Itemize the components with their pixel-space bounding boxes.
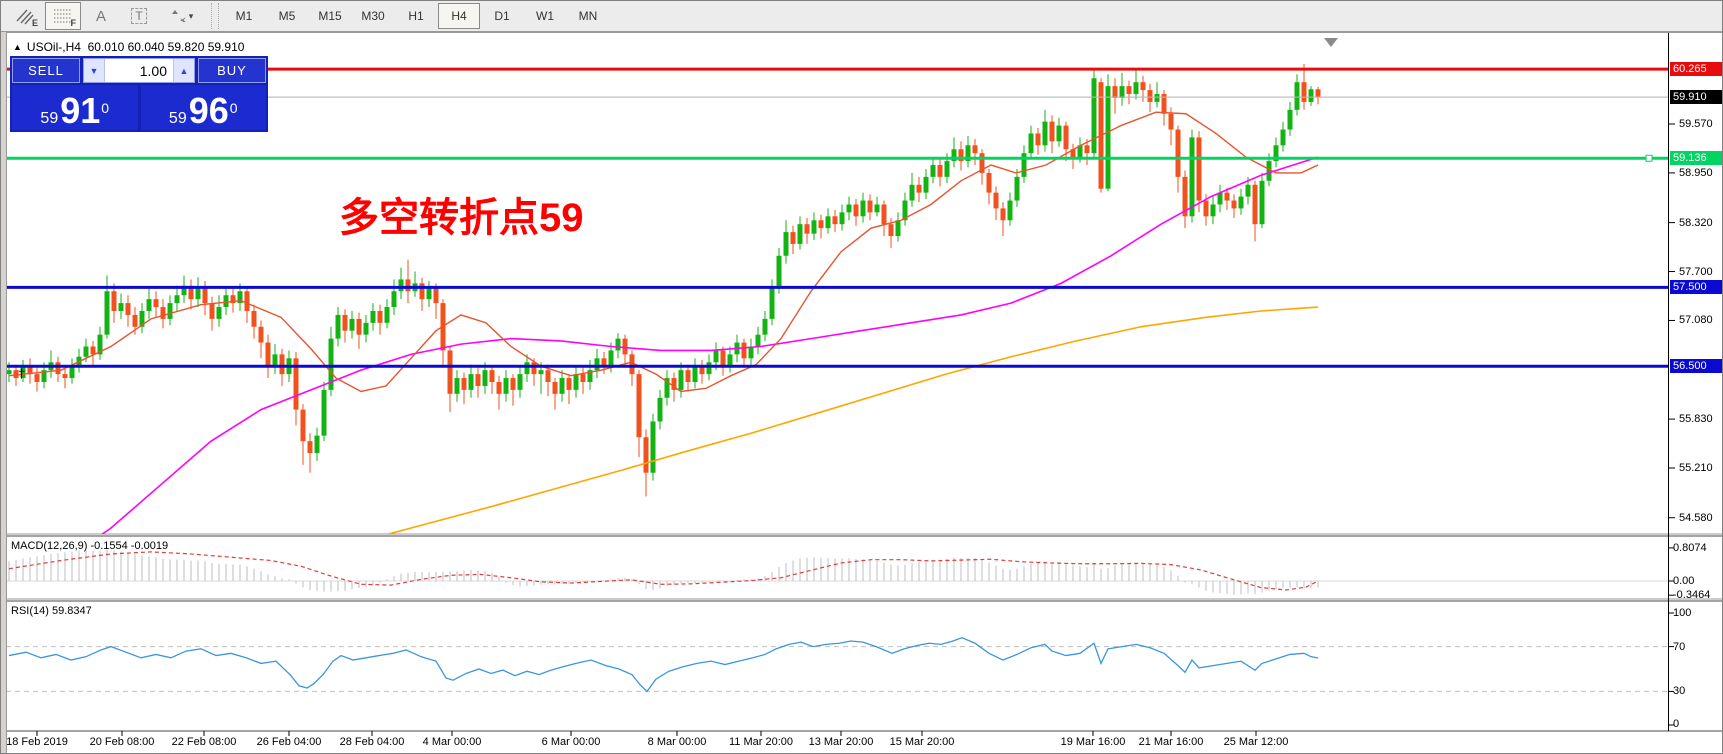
date-tick-label: 21 Mar 16:00 [1138,736,1204,748]
rsi-layer [6,636,1668,693]
text-label-icon: T [131,8,147,24]
macd-scale-label: -0.3464 [1673,589,1711,602]
sell-button[interactable]: SELL [12,58,80,83]
equidistant-channel-button[interactable]: E [7,2,43,30]
arrows-icon [171,10,186,22]
date-tick-label: 18 Feb 2019 [6,736,68,748]
timeframe-w1[interactable]: W1 [536,9,554,23]
fibonacci-icon [54,9,72,23]
price-tick-label: 57.700 [1679,265,1713,278]
bid-small-digits: 59 [40,110,59,127]
collapse-triangle-icon: ▲ [13,42,22,52]
text-button[interactable]: A [83,2,119,30]
ohlc-text: USOil-,H4 60.010 60.040 59.820 59.910 [26,40,245,54]
bid-pip-digit: 0 [101,100,110,116]
ask-big-digits: 96 [188,90,229,132]
date-tick-label: 6 Mar 00:00 [541,736,601,748]
toolbar: E F A T ▾ M1 M5 M15 M30 H1 H4 D1 W1 MN [1,1,1722,32]
rsi-scale-label: 70 [1673,640,1686,653]
price-level-box: 57.500 [1670,280,1722,295]
date-tick-label: 26 Feb 04:00 [256,736,322,748]
price-level-box: 59.136 [1670,151,1722,166]
date-tick-label: 22 Feb 08:00 [171,736,237,748]
date-tick-label: 25 Mar 12:00 [1223,736,1289,748]
hline-handle[interactable] [1645,154,1653,162]
icon-sub-f: F [70,18,77,28]
price-level-box: 59.910 [1670,90,1722,105]
timeframe-m30[interactable]: M30 [361,9,385,23]
one-click-trade-panel: SELL ▼ 1.00 ▲ BUY 59 91 0 59 96 0 [10,56,268,132]
ohlc-info-line: ▲ USOil-,H4 60.010 60.040 59.820 59.910 [13,40,244,54]
volume-down-button[interactable]: ▼ [84,59,105,82]
text-label-button[interactable]: T [121,2,157,30]
ask-pip-digit: 0 [229,100,238,116]
price-tick-label: 55.830 [1679,413,1713,426]
fibonacci-button[interactable]: F [45,2,81,30]
price-level-box: 56.500 [1670,359,1722,374]
macd-label: MACD(12,26,9) -0.1554 -0.0019 [11,540,169,552]
price-tick-label: 58.950 [1679,166,1713,179]
date-tick-label: 4 Mar 00:00 [422,736,482,748]
rsi-label: RSI(14) 59.8347 [11,605,92,617]
toolbar-separator [211,3,219,29]
arrows-button[interactable]: ▾ [159,2,205,30]
chart-text-annotation: 多空转折点59 [339,196,584,240]
cross-marker: † [18,366,26,381]
main-panel-bg [6,32,1668,534]
icon-sub-e: E [31,18,38,28]
bid-quote[interactable]: 59 91 0 [12,85,138,130]
timeframe-m5[interactable]: M5 [278,9,296,23]
timeframe-h4[interactable]: H4 [438,3,480,29]
arrows-caret-icon: ▾ [188,10,194,21]
volume-stepper: ▼ 1.00 ▲ [83,58,195,83]
price-level-box: 60.265 [1670,62,1722,77]
macd-scale-label: 0.00 [1673,575,1695,587]
buy-button[interactable]: BUY [198,58,266,83]
price-tick-label: 58.320 [1679,216,1713,229]
volume-up-button[interactable]: ▲ [173,59,194,82]
price-tick-label: 59.570 [1679,118,1713,130]
text-icon: A [95,7,106,25]
date-tick-label: 15 Mar 20:00 [889,736,955,748]
window-left-frame [1,32,7,753]
rsi-scale-label: 30 [1673,685,1686,698]
price-tick-label: 57.080 [1679,314,1713,327]
date-tick-label: 11 Mar 20:00 [728,736,794,748]
timeframe-mn[interactable]: MN [578,9,598,23]
equidistant-channel-icon [16,9,34,25]
date-tick-label: 20 Feb 08:00 [89,736,155,748]
chart-shift-marker-icon [1324,38,1338,47]
ask-small-digits: 59 [168,110,187,127]
date-tick-label: 28 Feb 04:00 [339,736,405,748]
macd-scale-label: 0.8074 [1673,541,1707,554]
timeframe-d1[interactable]: D1 [494,9,510,23]
timeframe-m15[interactable]: M15 [318,9,342,23]
date-tick-label: 8 Mar 00:00 [647,736,707,748]
price-tick-label: 55.210 [1679,462,1713,474]
timeframe-h1[interactable]: H1 [408,9,424,23]
rsi-scale-label: 100 [1673,607,1692,619]
rsi-scale-label: 0 [1673,718,1680,730]
macd-layer [6,549,1668,595]
ask-quote[interactable]: 59 96 0 [140,85,266,132]
main-chart-layer [7,64,1668,534]
volume-input[interactable]: 1.00 [139,62,167,79]
timeframe-m1[interactable]: M1 [235,9,253,23]
date-tick-label: 19 Mar 16:00 [1060,736,1126,748]
timeframe-group: M1 M5 M15 M30 H1 H4 D1 W1 MN [223,3,610,29]
date-tick-label: 13 Mar 20:00 [808,736,874,748]
price-tick-label: 54.580 [1679,511,1713,524]
bid-big-digits: 91 [60,90,101,132]
